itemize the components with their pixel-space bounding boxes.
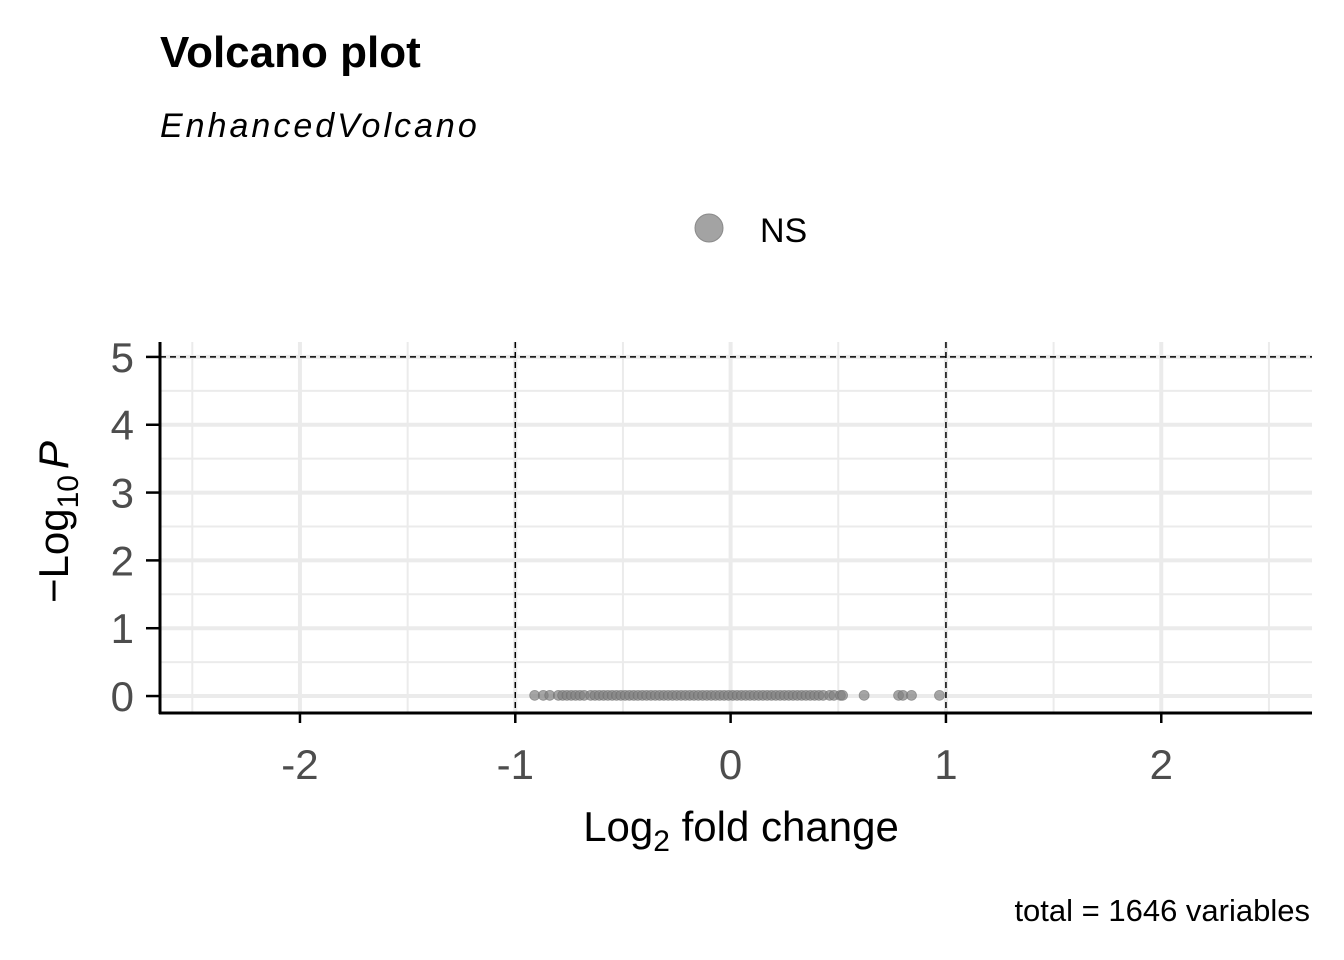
y-tick-label: 4	[111, 402, 134, 449]
y-tick-label: 1	[111, 605, 134, 652]
data-point	[858, 689, 870, 701]
x-axis-title-subscript: 2	[653, 825, 670, 858]
data-point	[837, 689, 848, 701]
x-tick-label: -1	[497, 741, 534, 788]
cutoff-lines	[160, 342, 1312, 713]
caption: total = 1646 variables	[1014, 893, 1310, 928]
y-tick-label: 3	[111, 470, 134, 517]
data-points	[529, 689, 945, 701]
axes	[158, 342, 1312, 715]
y-axis-title-variable: P	[30, 441, 77, 469]
y-tick-label: 2	[111, 537, 134, 584]
x-tick-label: 0	[719, 741, 742, 788]
legend-key-ns	[694, 213, 724, 243]
y-tick-label: 0	[111, 673, 134, 720]
x-axis-title: Log2 fold change	[583, 803, 899, 858]
x-tick-label: 2	[1150, 741, 1173, 788]
x-tick-label: -2	[281, 741, 318, 788]
y-axis-ticks: 0 1 2 3 4 5	[111, 334, 160, 720]
y-axis-title: −Log10 P	[30, 441, 85, 603]
legend: NS	[694, 212, 807, 250]
x-tick-label: 1	[934, 741, 957, 788]
legend-label-ns: NS	[760, 212, 807, 250]
x-axis-title-main: Log	[583, 803, 653, 850]
y-axis-title-main: −Log	[30, 508, 77, 603]
chart-title: Volcano plot	[160, 28, 421, 77]
grid	[160, 342, 1312, 713]
data-point	[906, 689, 917, 701]
data-point	[934, 689, 945, 701]
y-axis-title-subscript: 10	[52, 475, 85, 508]
chart-subtitle: EnhancedVolcano	[160, 107, 480, 145]
y-tick-label: 5	[111, 334, 134, 381]
x-axis-ticks: -2 -1 0 1 2	[281, 713, 1173, 788]
x-axis-title-rest: fold change	[670, 803, 899, 850]
